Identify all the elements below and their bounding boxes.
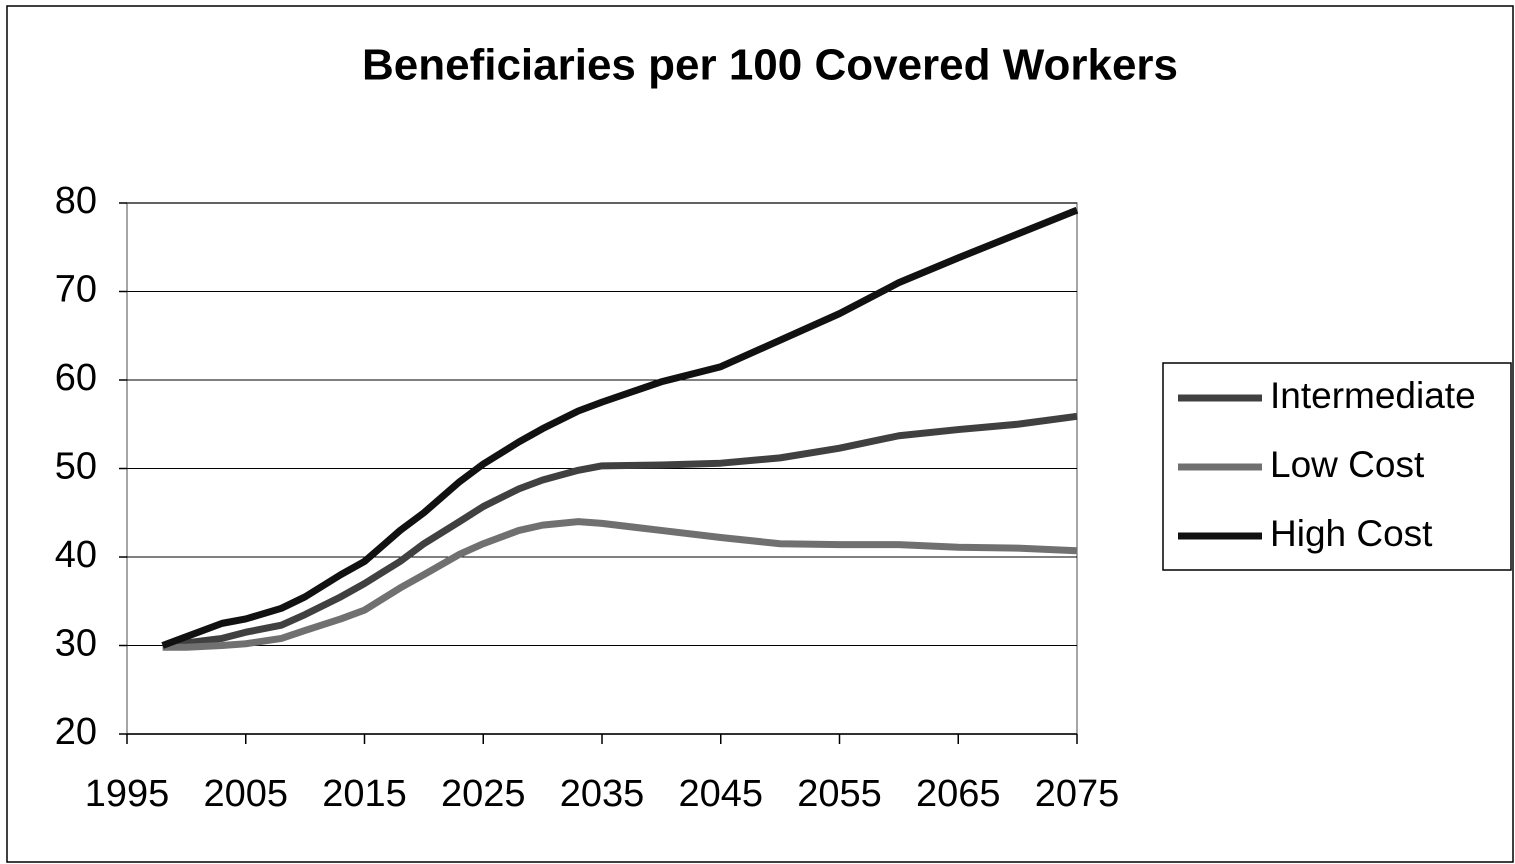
line-series bbox=[162, 412, 1078, 649]
legend-label: Low Cost bbox=[1270, 444, 1425, 485]
y-tick-label: 60 bbox=[55, 357, 97, 399]
y-tick-label: 50 bbox=[55, 446, 97, 488]
x-tick-label: 2065 bbox=[916, 773, 1001, 815]
x-tick-label: 2045 bbox=[678, 773, 763, 815]
y-tick-label: 40 bbox=[55, 534, 97, 576]
y-tick-label: 30 bbox=[55, 623, 97, 665]
x-tick-label: 2005 bbox=[203, 773, 288, 815]
line-series bbox=[161, 206, 1079, 649]
x-tick-label: 2015 bbox=[322, 773, 407, 815]
legend-label: High Cost bbox=[1270, 513, 1433, 554]
y-tick-label: 70 bbox=[55, 269, 97, 311]
x-tick-label: 2075 bbox=[1035, 773, 1120, 815]
x-tick-label: 2025 bbox=[441, 773, 526, 815]
y-tick-label: 80 bbox=[55, 180, 97, 222]
legend-label: Intermediate bbox=[1270, 375, 1476, 416]
x-tick-label: 2055 bbox=[797, 773, 882, 815]
y-tick-label: 20 bbox=[55, 711, 97, 753]
x-tick-label: 1995 bbox=[85, 773, 170, 815]
line-series bbox=[162, 518, 1078, 651]
chart-title: Beneficiaries per 100 Covered Workers bbox=[362, 41, 1178, 90]
x-tick-label: 2035 bbox=[560, 773, 645, 815]
